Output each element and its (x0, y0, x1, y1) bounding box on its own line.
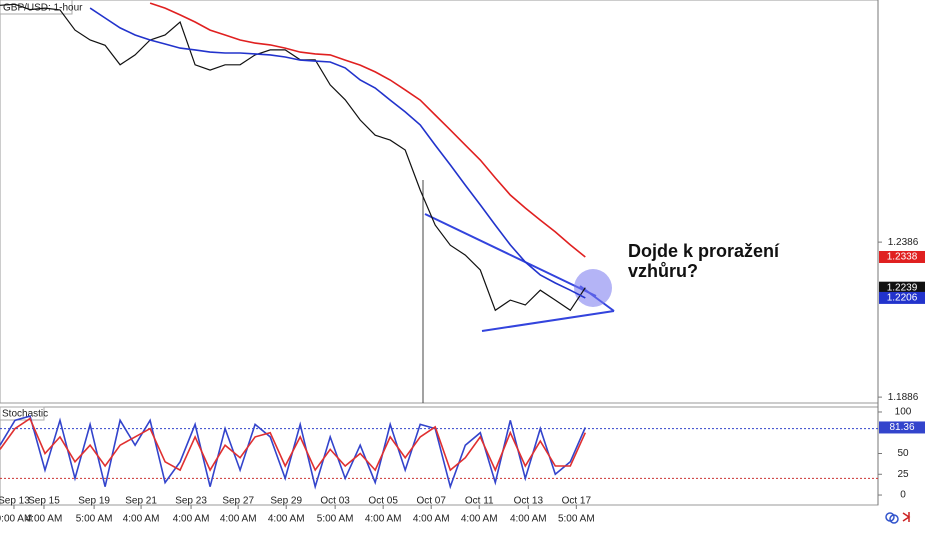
x-sublabel: 9:00 AM (0, 514, 32, 525)
x-sublabel: 4:00 AM (123, 514, 160, 525)
series-line (89, 7, 586, 299)
y-tick-label: 25 (897, 469, 909, 480)
x-tick-label: Oct 13 (514, 496, 544, 507)
x-sublabel: 4:00 AM (510, 514, 547, 525)
price-tag (879, 250, 925, 263)
price-tag (879, 281, 925, 294)
series-line (149, 2, 586, 258)
x-tick-label: Sep 15 (28, 496, 60, 507)
toolbar-icons[interactable] (885, 512, 911, 524)
annotation: Dojde k proražení (628, 241, 780, 261)
panel-title: Stochastic (2, 409, 48, 420)
trend-line-lower (481, 310, 615, 332)
x-sublabel: 5:00 AM (317, 514, 354, 525)
title-box (0, 0, 73, 15)
y-tick-label: 100 (895, 407, 912, 418)
annotation: vzhůru? (628, 261, 698, 281)
price-tag-label: 1.2206 (887, 293, 918, 304)
icon[interactable] (889, 514, 899, 524)
x-sublabel: 4:00 AM (26, 514, 63, 525)
y-tick-label: 0 (900, 490, 906, 501)
y-tick-label: 1.1886 (888, 392, 919, 403)
x-tick-label: Sep 19 (78, 496, 110, 507)
x-tick-label: Sep 13 (0, 496, 30, 507)
x-sublabel: 4:00 AM (461, 514, 498, 525)
trend-line-upper (424, 213, 597, 297)
breakout-highlight (574, 269, 612, 307)
x-tick-label: Sep 23 (175, 496, 207, 507)
y-tick-label: 1.2386 (888, 237, 919, 248)
stochastic-panel (0, 406, 879, 506)
x-sublabel: 5:00 AM (558, 514, 595, 525)
price-panel (0, 0, 879, 404)
x-sublabel: 4:00 AM (268, 514, 305, 525)
price-tag (879, 421, 925, 434)
x-sublabel: 4:00 AM (220, 514, 257, 525)
x-tick-label: Oct 11 (465, 496, 494, 507)
title-box (0, 406, 45, 421)
series-line (0, 417, 587, 473)
x-sublabel: 4:00 AM (365, 514, 402, 525)
x-sublabel: 4:00 AM (413, 514, 450, 525)
x-tick-label: Sep 27 (222, 496, 254, 507)
x-sublabel: 4:00 AM (173, 514, 210, 525)
price-tag-label: 1.2239 (887, 282, 918, 293)
icon[interactable] (902, 512, 911, 522)
x-tick-label: Oct 07 (416, 496, 446, 507)
x-sublabel: 5:00 AM (76, 514, 113, 525)
series-line (0, 3, 586, 312)
x-tick-label: Oct 17 (562, 496, 592, 507)
price-tag (879, 291, 925, 304)
price-tag-label: 1.2338 (887, 252, 918, 263)
x-tick-label: Sep 29 (270, 496, 302, 507)
y-tick-label: 50 (897, 448, 909, 459)
x-tick-label: Oct 05 (368, 496, 398, 507)
x-tick-label: Sep 21 (125, 496, 157, 507)
price-tag-label: 81.36 (889, 422, 914, 433)
x-tick-label: Oct 03 (320, 496, 350, 507)
